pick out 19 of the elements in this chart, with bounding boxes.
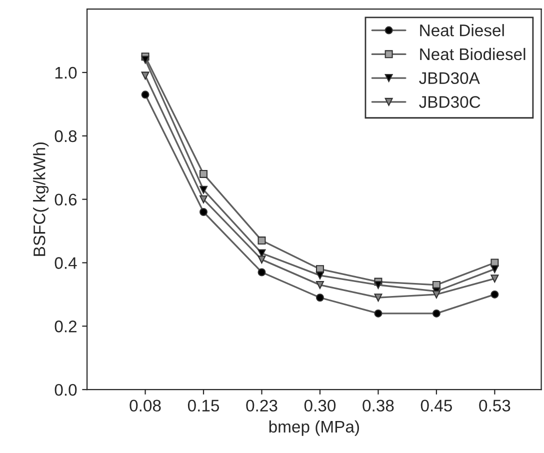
legend-label: Neat Diesel [420,24,504,36]
legend-label: Neat Biodiesel [420,48,526,60]
legend-label: JBD30C [419,96,480,108]
x-tick-label: 0.53 [479,400,510,412]
y-tick-label: 0.8 [54,130,77,142]
x-tick-label: 0.38 [362,400,394,412]
y-tick-label: 1.0 [55,66,77,79]
y-tick-label: 0.2 [54,320,76,332]
y-tick-label: 0.6 [54,194,77,206]
x-tick-label: 0.45 [420,400,452,412]
y-tick-label: 0.4 [54,257,77,269]
x-tick-label: 0.08 [130,400,161,412]
x-axis-title: bmep (MPa) [269,420,359,436]
y-axis-title: BSFC( kg/kWh) [33,142,49,256]
legend-label: JBD30A [419,72,480,84]
x-tick-label: 0.23 [246,400,278,412]
x-tick-label: 0.30 [304,400,336,412]
y-tick-label: 0.0 [54,384,77,396]
x-tick-label: 0.15 [188,400,220,412]
